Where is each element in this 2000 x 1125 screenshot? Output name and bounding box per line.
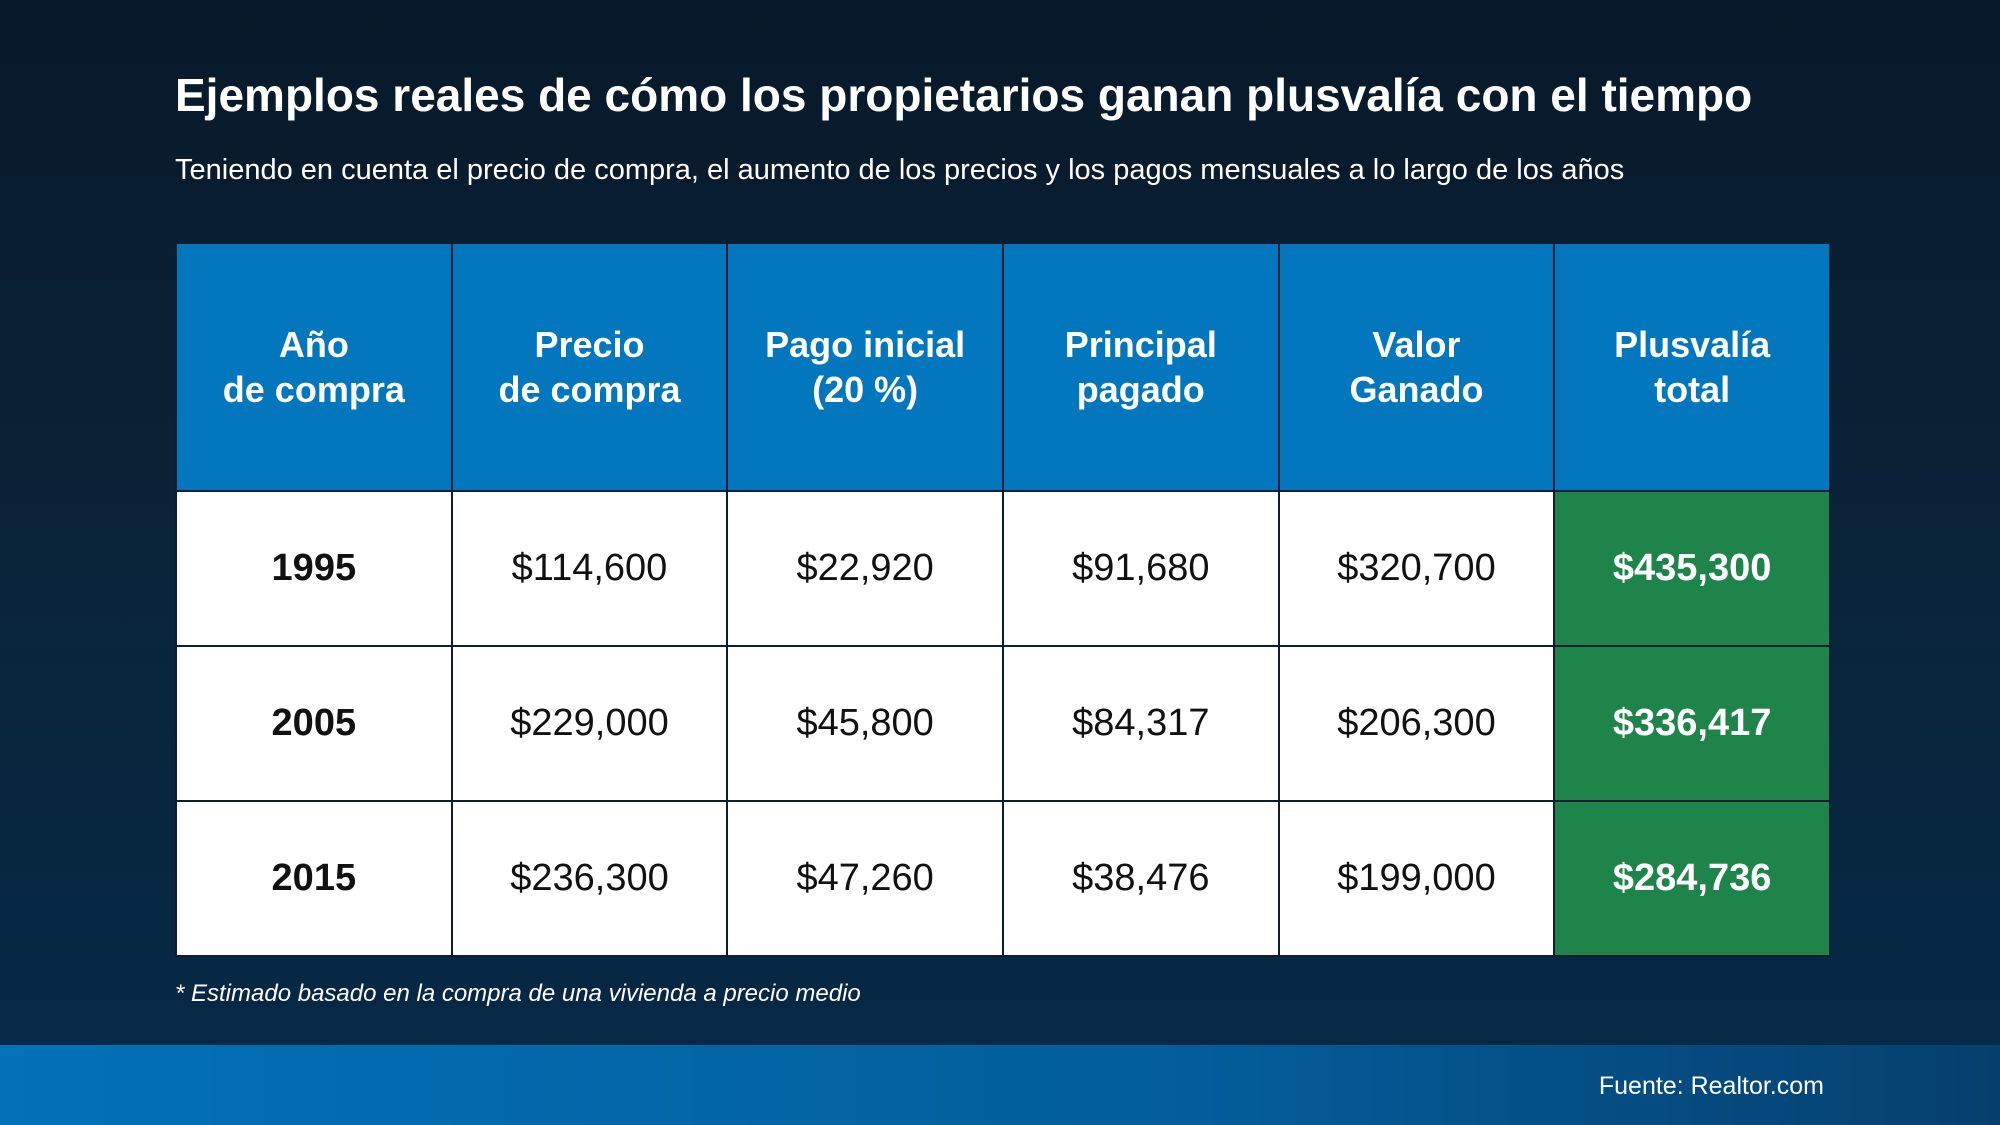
table-row: 2015 $236,300 $47,260 $38,476 $199,000 $…	[175, 800, 1831, 957]
cell-purchase-price: $229,000	[450, 645, 729, 802]
header-down-payment-line-2: (20 %)	[812, 369, 919, 410]
cell-principal-paid: $84,317	[1001, 645, 1280, 802]
table-header-row: Año de compra Precio de compra Pago inic…	[175, 242, 1831, 492]
cell-principal-paid: $91,680	[1001, 490, 1280, 647]
cell-purchase-price: $236,300	[450, 800, 729, 957]
header-value-gained: Valor Ganado	[1277, 242, 1556, 492]
cell-value-gained: $199,000	[1277, 800, 1556, 957]
header-year-line-2: de compra	[222, 369, 405, 410]
cell-down-payment: $22,920	[726, 490, 1004, 647]
table-row: 1995 $114,600 $22,920 $91,680 $320,700 $…	[175, 490, 1831, 647]
header-year-line-1: Año	[278, 324, 349, 365]
chart-title: Ejemplos reales de cómo los propietarios…	[175, 69, 1753, 121]
header-purchase-price: Precio de compra	[450, 242, 729, 492]
cell-value-gained: $206,300	[1277, 645, 1556, 802]
header-year: Año de compra	[175, 242, 453, 492]
chart-subtitle: Teniendo en cuenta el precio de compra, …	[175, 154, 1625, 186]
cell-total-equity: $284,736	[1553, 800, 1831, 957]
cell-value-gained: $320,700	[1277, 490, 1556, 647]
cell-principal-paid: $38,476	[1001, 800, 1280, 957]
cell-total-equity: $336,417	[1553, 645, 1831, 802]
cell-year: 2005	[175, 645, 453, 802]
cell-down-payment: $47,260	[726, 800, 1004, 957]
cell-year: 1995	[175, 490, 453, 647]
source-bar: Fuente: Realtor.com	[0, 1045, 2000, 1125]
source-label: Fuente: Realtor.com	[1598, 1072, 1824, 1100]
table-row: 2005 $229,000 $45,800 $84,317 $206,300 $…	[175, 645, 1831, 802]
header-total-equity: Plusvalía total	[1553, 242, 1831, 492]
header-value-gained-line-2: Ganado	[1349, 369, 1484, 410]
cell-purchase-price: $114,600	[450, 490, 729, 647]
header-purchase-price-line-1: Precio	[534, 324, 645, 365]
cell-total-equity: $435,300	[1553, 490, 1831, 647]
header-total-equity-line-1: Plusvalía	[1614, 324, 1771, 365]
header-total-equity-line-2: total	[1654, 369, 1731, 410]
cell-down-payment: $45,800	[726, 645, 1004, 802]
equity-table: Año de compra Precio de compra Pago inic…	[175, 242, 1831, 957]
header-principal-paid: Principal pagado	[1001, 242, 1280, 492]
header-down-payment-line-1: Pago inicial	[765, 324, 966, 365]
cell-year: 2015	[175, 800, 453, 957]
header-principal-paid-line-1: Principal	[1064, 324, 1217, 365]
footnote: * Estimado basado en la compra de una vi…	[175, 980, 861, 1007]
header-principal-paid-line-2: pagado	[1076, 369, 1205, 410]
header-down-payment: Pago inicial (20 %)	[726, 242, 1004, 492]
header-value-gained-line-1: Valor	[1372, 324, 1461, 365]
header-purchase-price-line-2: de compra	[498, 369, 681, 410]
